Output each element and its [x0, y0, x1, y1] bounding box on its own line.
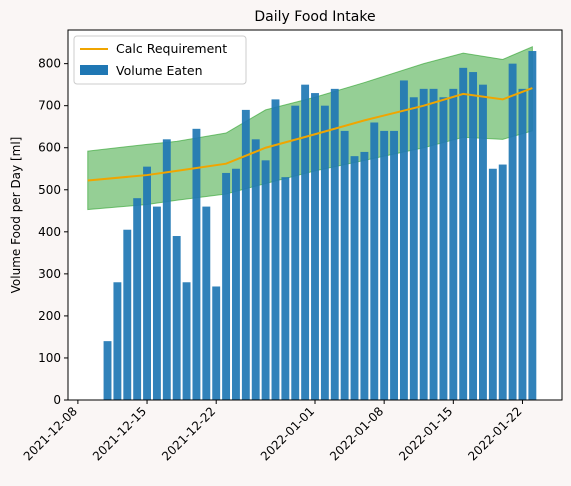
- bar-2022-01-15: [449, 88, 458, 401]
- y-tick-label-800: 800: [38, 57, 61, 71]
- bar-2021-12-19: [182, 282, 191, 400]
- bar-2022-01-22: [518, 88, 527, 401]
- bar-2021-12-18: [172, 236, 181, 400]
- legend-bar-swatch: [80, 65, 108, 75]
- bar-2022-01-14: [439, 97, 448, 401]
- bar-2022-01-21: [508, 63, 517, 400]
- bar-2021-12-11: [103, 341, 112, 400]
- bar-2021-12-12: [113, 282, 122, 400]
- requirement-line: [87, 87, 533, 182]
- bar-2021-12-22: [212, 286, 221, 400]
- bar-2021-12-24: [232, 168, 240, 400]
- y-axis: 0 100 200 300 400 500 600 700 800: [38, 57, 68, 407]
- bar-2021-12-16: [152, 206, 161, 400]
- y-tick-label-0: 0: [53, 393, 61, 407]
- bar-2021-12-31: [301, 84, 310, 400]
- bar-2022-01-02: [320, 105, 329, 401]
- bar-2022-01-20: [498, 164, 507, 400]
- bar-2022-01-17: [469, 72, 478, 401]
- bar-2021-12-14: [133, 198, 142, 400]
- bar-2021-12-13: [123, 229, 132, 400]
- bar-2022-01-08: [380, 130, 389, 400]
- bar-2021-12-15: [143, 166, 151, 400]
- bar-2022-01-04: [340, 130, 349, 400]
- bar-2022-01-18: [479, 84, 487, 400]
- bar-2021-12-17: [162, 139, 171, 400]
- legend-line-label: Calc Requirement: [116, 41, 227, 56]
- bar-2022-01-10: [399, 80, 408, 400]
- y-tick-label-100: 100: [38, 351, 61, 365]
- bar-2022-01-13: [429, 88, 438, 401]
- y-tick-label-400: 400: [38, 225, 61, 239]
- y-tick-label-700: 700: [38, 99, 61, 113]
- bar-2022-01-12: [419, 88, 428, 401]
- y-tick-label-200: 200: [38, 309, 61, 323]
- bar-2022-01-19: [488, 168, 497, 400]
- y-tick-label-300: 300: [38, 267, 61, 281]
- chart-title: Daily Food Intake: [254, 9, 375, 25]
- bar-2021-12-20: [192, 128, 201, 400]
- bar-2022-01-23: [528, 51, 537, 401]
- bar-2022-01-03: [330, 88, 339, 401]
- bar-2021-12-27: [261, 160, 270, 400]
- bar-2021-12-21: [202, 206, 211, 400]
- bar-2021-12-29: [281, 177, 290, 400]
- y-tick-label-600: 600: [38, 141, 61, 155]
- legend: Calc Requirement Volume Eaten: [73, 35, 247, 85]
- bar-2022-01-09: [390, 130, 398, 400]
- bar-2022-01-01: [311, 93, 319, 400]
- bar-2022-01-05: [350, 156, 359, 400]
- bar-2022-01-11: [409, 97, 418, 401]
- bar-2021-12-28: [271, 99, 280, 401]
- y-axis-label: Volume Food per Day [ml]: [9, 137, 23, 294]
- bar-2021-12-30: [291, 105, 300, 401]
- requirement-line-layer: [87, 87, 533, 182]
- bar-2021-12-25: [241, 109, 250, 400]
- bar-2021-12-26: [251, 139, 260, 400]
- y-tick-label-500: 500: [38, 183, 61, 197]
- bar-2021-12-23: [222, 172, 231, 400]
- bars: [103, 51, 537, 401]
- legend-box: [73, 35, 247, 85]
- bar-2022-01-16: [459, 67, 468, 400]
- legend-bar-label: Volume Eaten: [116, 63, 203, 78]
- bar-2022-01-07: [370, 122, 379, 400]
- bar-2022-01-06: [360, 151, 369, 400]
